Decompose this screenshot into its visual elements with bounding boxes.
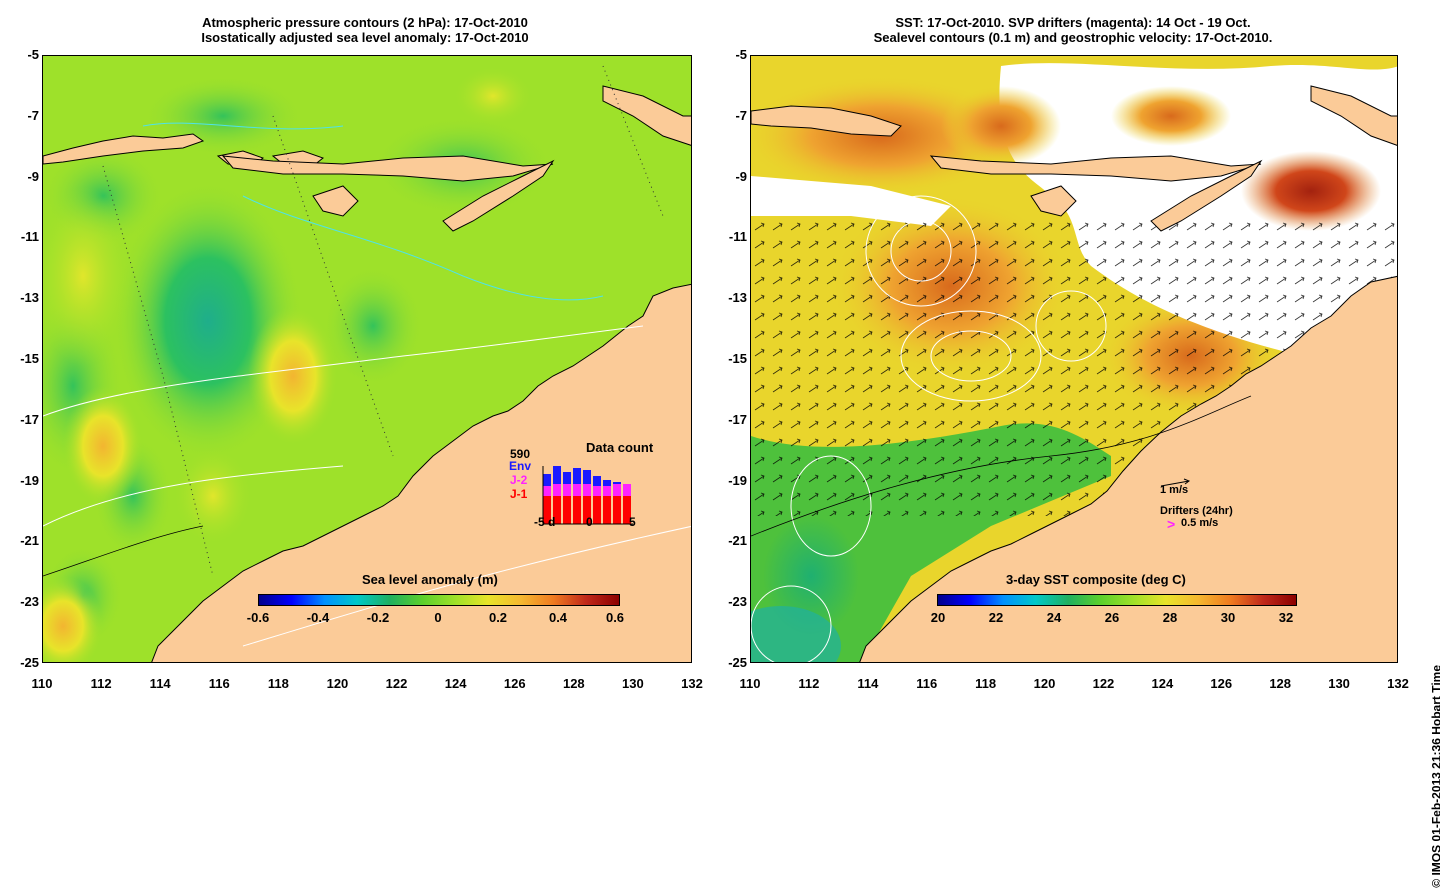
y-tick-label: -5 [27, 47, 39, 62]
sla-cb-tick: 0 [434, 610, 442, 625]
y-tick-label: -25 [728, 655, 747, 670]
x-tick-label: 114 [149, 676, 171, 691]
data-count-title: Data count [586, 440, 654, 455]
sla-colorbar [258, 594, 620, 606]
y-tick-label: -9 [27, 168, 39, 184]
sst-cb-tick: 28 [1162, 610, 1178, 625]
sst-cb-tick: 26 [1104, 610, 1120, 625]
sst-map[interactable]: > [750, 55, 1398, 663]
x-tick-label: 118 [267, 676, 289, 691]
timor-island [1150, 159, 1263, 232]
sla-cb-tick: 0.4 [548, 610, 568, 625]
x-tick-label: 120 [326, 676, 349, 691]
x-tick-label: 122 [385, 676, 408, 691]
timor-island [442, 159, 555, 232]
sumba-island [1030, 185, 1077, 217]
sst-colorbar [937, 594, 1297, 606]
data-count-max: 590 [510, 447, 531, 461]
x-tick-label: 120 [1033, 676, 1056, 691]
data-count-xtick-end: 5 [629, 515, 636, 529]
y-tick-label: -21 [20, 533, 39, 549]
series-j1-label: J-1 [510, 487, 528, 501]
sla-cb-tick: 0.2 [488, 610, 508, 625]
drifter-arrow-icon: > [1167, 516, 1175, 532]
x-tick-label: 132 [1387, 676, 1409, 691]
y-tick-label: -13 [20, 290, 39, 306]
series-env-label: Env [509, 459, 532, 473]
series-j2-label: J-2 [510, 473, 528, 487]
y-tick-label: -11 [728, 229, 747, 245]
y-tick-label: -11 [20, 229, 39, 245]
x-tick-label: 126 [1210, 676, 1233, 691]
x-tick-label: 118 [975, 676, 997, 691]
x-tick-label: 114 [857, 676, 879, 691]
y-tick-label: -15 [728, 351, 747, 366]
lesser-sunda-islands [929, 155, 1262, 182]
x-tick-label: 130 [1328, 676, 1350, 691]
x-tick-label: 128 [1269, 676, 1292, 691]
right-title-line1: SST: 17-Oct-2010. SVP drifters (magenta)… [895, 15, 1251, 30]
data-count-chart [542, 466, 633, 525]
sea-level-anomaly-map[interactable] [42, 55, 692, 663]
y-tick-label: -17 [728, 411, 747, 427]
sst-cb-tick: 24 [1046, 610, 1062, 625]
java-island [751, 105, 902, 137]
sst-cb-tick: 20 [930, 610, 946, 625]
x-tick-label: 112 [90, 676, 112, 691]
y-tick-label: -19 [728, 472, 747, 488]
x-tick-label: 122 [1092, 676, 1115, 691]
data-count-xtick-start: -5 d [534, 515, 556, 529]
sst-cb-tick: 30 [1220, 610, 1236, 625]
australia-landmass [859, 275, 1397, 662]
sla-cb-tick: 0.6 [605, 610, 625, 625]
x-tick-label: 112 [798, 676, 820, 691]
x-tick-label: 128 [562, 676, 585, 691]
y-tick-label: -9 [735, 168, 747, 184]
y-tick-label: -15 [20, 351, 39, 366]
imos-credit: © IMOS 01-Feb-2013 21:36 Hobart Time [1430, 665, 1440, 888]
x-tick-label: 116 [208, 676, 230, 691]
lesser-sunda-islands [221, 155, 554, 182]
y-tick-label: -25 [20, 655, 39, 670]
x-tick-label: 116 [916, 676, 938, 691]
sla-cb-tick: -0.6 [246, 610, 270, 625]
y-tick-label: -5 [735, 47, 747, 62]
y-tick-label: -21 [728, 533, 747, 549]
x-tick-label: 124 [1151, 676, 1174, 691]
y-tick-label: -7 [735, 107, 747, 123]
drifter-scale-label: 0.5 m/s [1181, 517, 1219, 529]
sumba-island [312, 185, 359, 217]
sst-cb-tick: 22 [988, 610, 1004, 625]
velocity-scale-label: 1 m/s [1160, 484, 1189, 496]
x-tick-label: 132 [681, 676, 703, 691]
y-tick-label: -17 [20, 411, 39, 427]
x-tick-label: 110 [739, 676, 761, 691]
java-island [43, 133, 205, 165]
y-tick-label: -23 [728, 594, 747, 610]
sla-cb-tick: -0.2 [366, 610, 390, 625]
x-tick-label: 110 [31, 676, 53, 691]
sla-cb-tick: -0.4 [306, 610, 330, 625]
y-tick-label: -7 [27, 107, 39, 123]
y-tick-label: -13 [728, 290, 747, 306]
right-title-line2: Sealevel contours (0.1 m) and geostrophi… [873, 30, 1273, 45]
drifters-label: Drifters (24hr) [1160, 505, 1233, 517]
left-title-line2: Isostatically adjusted sea level anomaly… [201, 30, 529, 45]
y-tick-label: -23 [20, 594, 39, 610]
sla-colorbar-title: Sea level anomaly (m) [362, 572, 498, 587]
australia-landmass [151, 283, 691, 662]
data-count-xtick-mid: 0 [586, 515, 593, 529]
sst-colorbar-title: 3-day SST composite (deg C) [1006, 572, 1186, 587]
y-tick-label: -19 [20, 472, 39, 488]
x-tick-label: 130 [622, 676, 644, 691]
x-tick-label: 124 [444, 676, 467, 691]
sst-cb-tick: 32 [1278, 610, 1294, 625]
left-title-line1: Atmospheric pressure contours (2 hPa): 1… [202, 15, 528, 30]
x-tick-label: 126 [503, 676, 526, 691]
